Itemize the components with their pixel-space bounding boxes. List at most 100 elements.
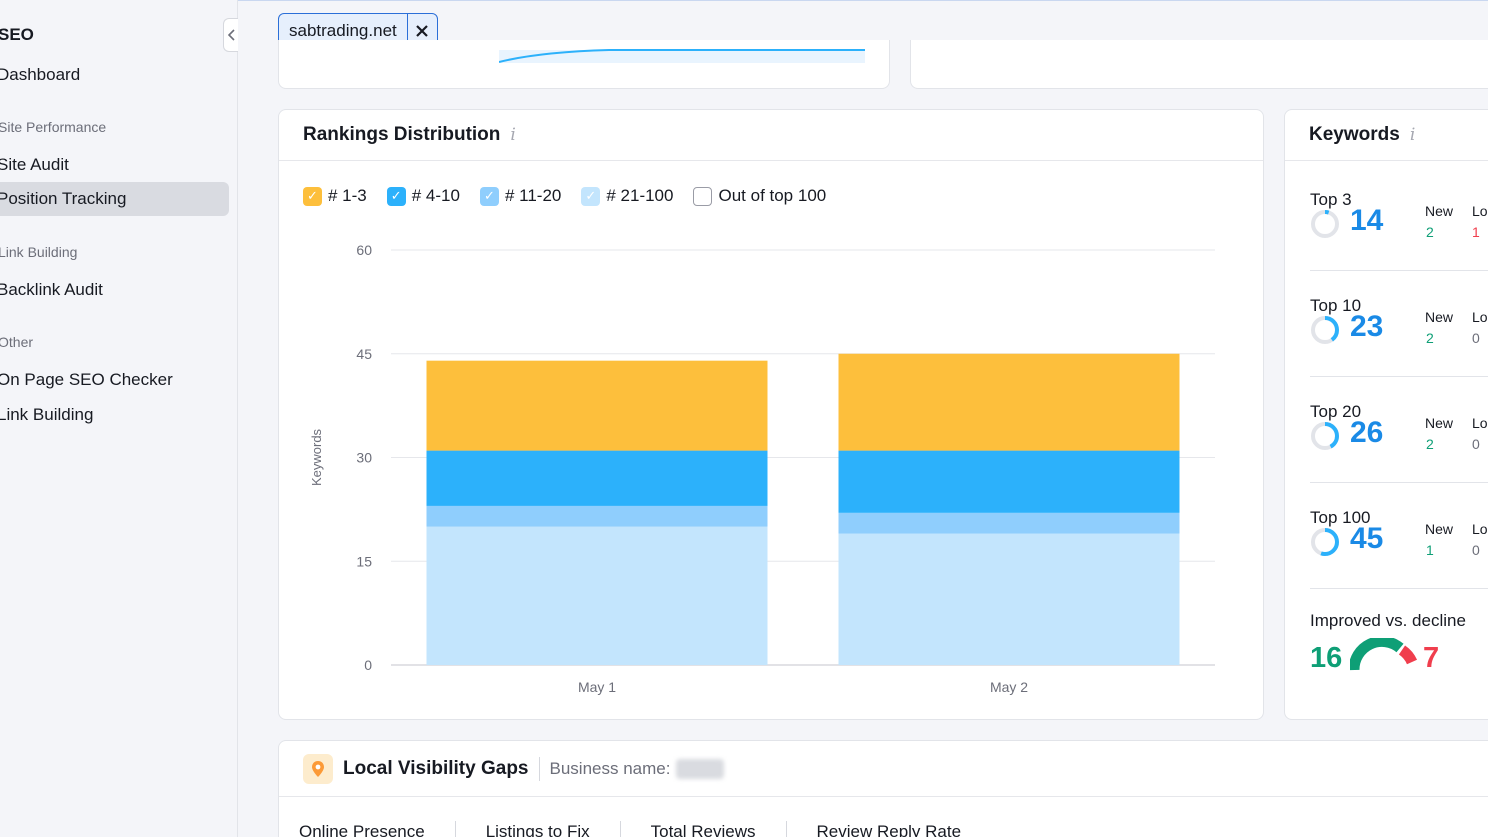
new-count: 1	[1426, 542, 1434, 558]
legend-item-4-10[interactable]: ✓ # 4-10	[386, 186, 460, 206]
ring-progress-icon	[1311, 316, 1339, 344]
sidebar-item-site-audit[interactable]: Site Audit	[0, 155, 69, 174]
lost-label: Lo	[1472, 521, 1488, 537]
declined-count: 7	[1423, 642, 1440, 674]
x-tick-label: May 1	[578, 679, 616, 695]
divider	[454, 821, 456, 837]
keyword-block-label: Top 3	[1310, 190, 1352, 209]
keyword-count[interactable]: 26	[1350, 416, 1384, 449]
lost-label: Lo	[1472, 415, 1488, 431]
bar-segment	[426, 360, 768, 451]
domain-chip-label: sabtrading.net	[289, 21, 397, 40]
improved-count: 16	[1310, 642, 1343, 674]
bar-segment	[838, 533, 1180, 665]
overview-card-partial-2	[910, 40, 1488, 89]
new-label: New	[1425, 203, 1454, 219]
sidebar-group-site-performance: Site Performance	[0, 119, 107, 135]
keywords-title: Keywords	[1309, 124, 1400, 145]
legend-item-1-3[interactable]: ✓ # 1-3	[303, 186, 367, 206]
rankings-title: Rankings Distribution	[303, 124, 501, 145]
bar-segment	[426, 450, 768, 506]
checkbox-checked-icon[interactable]: ✓	[386, 186, 406, 206]
sidebar: SEO Dashboard Site Performance Site Audi…	[0, 0, 239, 837]
tab-review-reply-rate[interactable]: Review Reply Rate	[816, 822, 962, 837]
new-count: 2	[1426, 330, 1434, 346]
lost-count: 0	[1472, 436, 1480, 452]
keyword-count[interactable]: 45	[1350, 522, 1384, 555]
legend-label: # 4-10	[411, 186, 460, 205]
tab-listings-to-fix[interactable]: Listings to Fix	[485, 822, 590, 837]
remove-domain-button[interactable]	[406, 14, 437, 47]
improved-declined-gauge	[1350, 638, 1418, 671]
y-tick-label: 30	[356, 450, 372, 466]
info-icon[interactable]: i	[510, 125, 516, 145]
legend-item-11-20[interactable]: ✓ # 11-20	[479, 186, 561, 206]
checkbox-checked-icon[interactable]: ✓	[581, 186, 601, 206]
keyword-block-1: Top 3 14 New 2 Lo 1	[1310, 190, 1488, 240]
keywords-header: Keywords i	[1285, 110, 1488, 161]
legend-label: # 1-3	[328, 186, 367, 205]
bar-segment	[838, 450, 1180, 513]
legend-item-21-100[interactable]: ✓ # 21-100	[581, 186, 673, 206]
lost-count: 0	[1472, 330, 1480, 346]
local-visibility-title: Local Visibility Gaps	[343, 757, 529, 779]
y-tick-label: 60	[356, 242, 372, 258]
new-label: New	[1425, 309, 1454, 325]
sidebar-item-on-page-seo-checker[interactable]: On Page SEO Checker	[0, 370, 173, 389]
sidebar-group-link-building: Link Building	[0, 244, 78, 260]
rankings-legend: ✓ # 1-3 ✓ # 4-10 ✓ # 11-20 ✓ # 21-100 Ou…	[303, 186, 846, 206]
legend-label: Out of top 100	[718, 186, 827, 205]
chevron-left-icon	[227, 29, 235, 41]
improved-vs-declined-label: Improved vs. decline	[1310, 611, 1466, 630]
checkbox-unchecked-icon[interactable]	[693, 186, 713, 206]
checkbox-checked-icon[interactable]: ✓	[303, 186, 322, 206]
keyword-count[interactable]: 14	[1350, 204, 1384, 237]
bar-segment	[838, 353, 1180, 451]
local-visibility-card: Local Visibility Gaps Business name: Onl…	[278, 740, 1488, 837]
sidebar-item-position-tracking[interactable]: Position Tracking	[0, 182, 229, 216]
tab-total-reviews[interactable]: Total Reviews	[650, 822, 756, 837]
divider	[1310, 270, 1488, 271]
new-label: New	[1425, 415, 1454, 431]
business-name-value-redacted	[676, 758, 725, 779]
y-tick-label: 0	[364, 657, 372, 673]
sidebar-item-dashboard[interactable]: Dashboard	[0, 65, 81, 84]
divider	[619, 821, 621, 837]
keyword-block-label: Top 10	[1310, 296, 1362, 315]
new-count: 2	[1426, 436, 1434, 452]
sidebar-item-link-building[interactable]: Link Building	[0, 405, 94, 424]
keyword-block-3: Top 20 26 New 2 Lo 0	[1310, 402, 1488, 452]
sidebar-item-backlink-audit[interactable]: Backlink Audit	[0, 280, 103, 299]
checkbox-checked-icon[interactable]: ✓	[479, 186, 499, 206]
mini-trend-line	[499, 49, 865, 63]
keyword-block-label: Top 20	[1310, 402, 1362, 421]
y-tick-label: 45	[356, 346, 372, 362]
close-icon	[416, 24, 429, 37]
legend-label: # 21-100	[606, 186, 674, 205]
divider	[538, 756, 540, 781]
new-count: 2	[1426, 224, 1434, 240]
y-tick-label: 15	[356, 553, 372, 569]
tab-online-presence[interactable]: Online Presence	[299, 822, 425, 837]
lost-count: 0	[1472, 542, 1480, 558]
sidebar-group-other: Other	[0, 334, 34, 350]
divider	[1310, 482, 1488, 483]
lost-count: 1	[1472, 224, 1480, 240]
keyword-block-4: Top 100 45 New 1 Lo 0	[1310, 508, 1488, 558]
keyword-count[interactable]: 23	[1350, 310, 1384, 343]
sidebar-collapse-button[interactable]	[223, 18, 239, 52]
rankings-distribution-card: Rankings Distribution i ✓ # 1-3 ✓ # 4-10…	[278, 109, 1264, 720]
divider	[1310, 588, 1488, 589]
divider	[1310, 376, 1488, 377]
sidebar-section-title: SEO	[0, 25, 34, 44]
info-icon[interactable]: i	[1409, 125, 1416, 145]
bar-segment	[426, 526, 768, 665]
lost-label: Lo	[1472, 203, 1488, 219]
business-name-label: Business name:	[549, 758, 671, 778]
legend-item-out-of-top-100[interactable]: Out of top 100	[693, 186, 826, 206]
rankings-chart: 0 15 30 45 60 Keywords May 1 May 2	[309, 242, 1215, 695]
ring-progress-icon	[1311, 210, 1339, 238]
overview-card-partial	[278, 40, 890, 89]
bar-segment	[838, 512, 1180, 534]
x-tick-label: May 2	[990, 679, 1028, 695]
